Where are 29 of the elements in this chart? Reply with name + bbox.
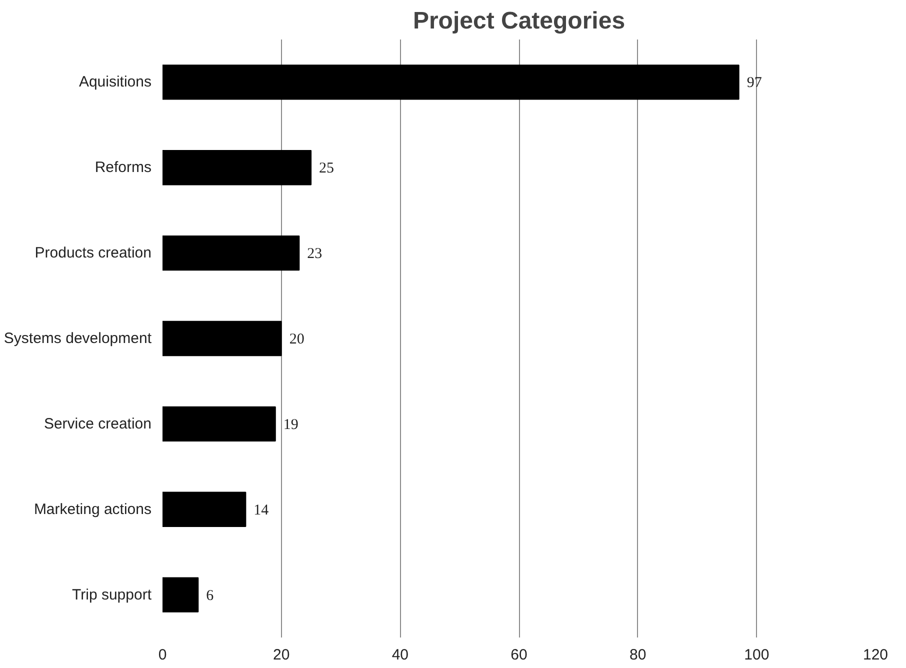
- y-tick-label: Service creation: [44, 415, 152, 432]
- y-tick-label: Trip support: [72, 586, 152, 604]
- x-tick-label: 60: [510, 646, 528, 664]
- y-tick-label: Systems development: [4, 330, 152, 347]
- bar: [162, 320, 282, 356]
- data-label: 97: [746, 75, 762, 92]
- y-tick-label: Products creation: [34, 244, 152, 262]
- bar: [162, 577, 199, 612]
- y-tick-label: Marketing actions: [34, 500, 152, 518]
- x-tick-label: 0: [158, 646, 167, 664]
- x-tick-label: 80: [629, 646, 646, 664]
- data-label: 23: [307, 246, 322, 262]
- bar: [162, 235, 300, 271]
- data-label: 20: [289, 332, 304, 348]
- data-label: 6: [206, 588, 214, 604]
- x-tick-label: 100: [744, 646, 770, 664]
- y-tick-label: Aquisitions: [78, 74, 152, 91]
- bar: [162, 406, 276, 442]
- chart-title: Project Categories: [412, 8, 626, 34]
- data-label: 14: [254, 502, 270, 518]
- bar: [162, 64, 740, 100]
- x-tick-label: 40: [392, 646, 409, 664]
- bar: [162, 492, 246, 527]
- x-tick-label: 20: [272, 646, 290, 664]
- data-label: 19: [283, 416, 298, 433]
- bar: [162, 150, 312, 186]
- x-tick-label: 120: [862, 646, 888, 664]
- data-label: 25: [319, 160, 334, 177]
- y-tick-label: Reforms: [94, 159, 152, 176]
